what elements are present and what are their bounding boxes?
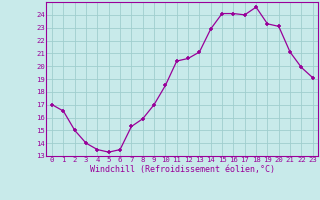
X-axis label: Windchill (Refroidissement éolien,°C): Windchill (Refroidissement éolien,°C) xyxy=(90,165,275,174)
